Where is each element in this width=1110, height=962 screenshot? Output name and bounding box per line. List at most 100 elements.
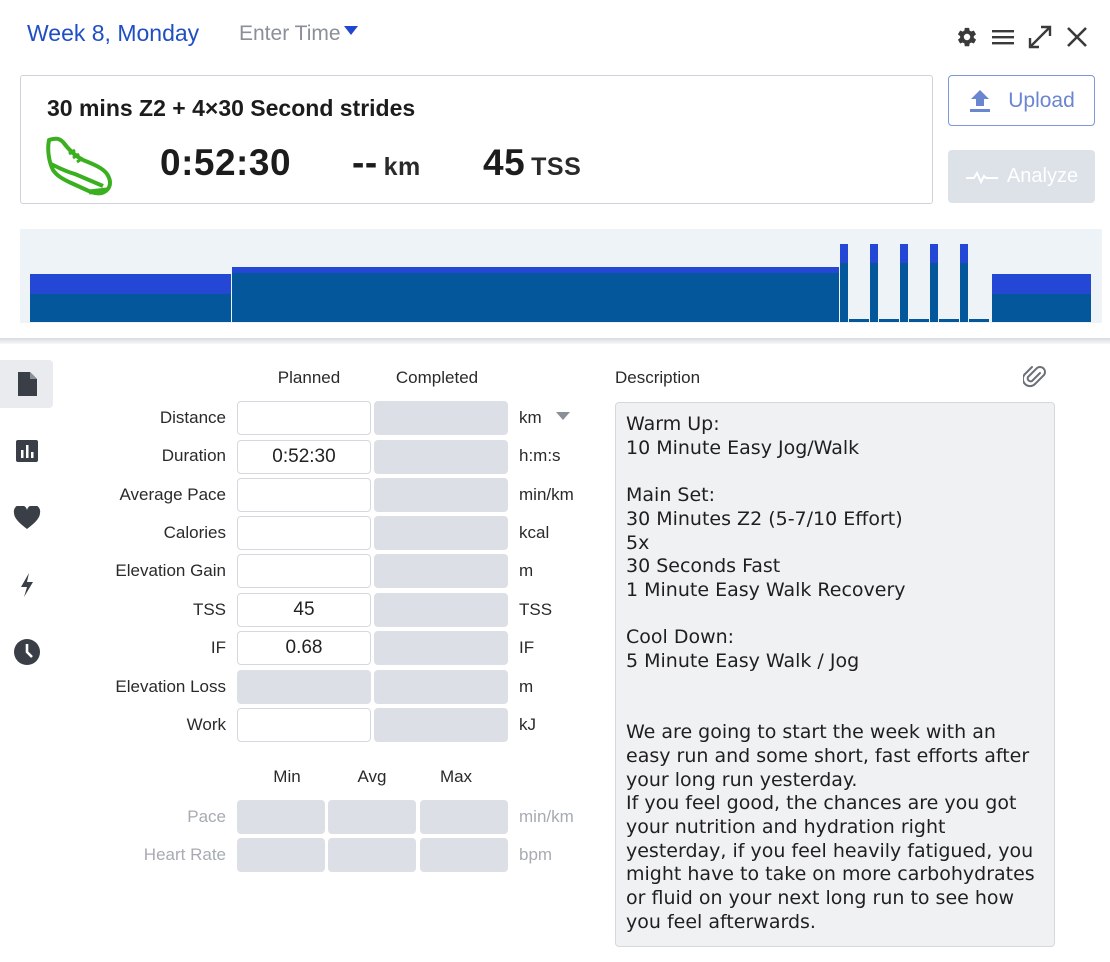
cool-down-fill [992, 294, 1091, 322]
completed-work-input [374, 708, 508, 742]
planned-distance-input[interactable] [237, 401, 371, 435]
planned-tss: 45 TSS [483, 142, 581, 184]
distance-value: -- [352, 142, 378, 183]
pace-max-input [420, 800, 508, 834]
if-unit: IF [519, 638, 535, 657]
work-unit: kJ [519, 715, 536, 734]
running-shoe-icon [45, 134, 115, 201]
elevation-loss-unit: m [519, 677, 534, 696]
workout-title: 30 mins Z2 + 4×30 Second strides [47, 95, 416, 121]
planned-distance: -- km [352, 142, 421, 184]
warm-up-fill [30, 294, 231, 322]
document-icon [17, 372, 37, 396]
stride-fill-2 [870, 263, 878, 322]
enter-time-label: Enter Time [239, 22, 341, 45]
row-label-pace: Pace [187, 807, 226, 826]
planned-elevation-loss-input [237, 670, 371, 704]
row-label-heart-rate: Heart Rate [143, 845, 226, 864]
distance-unit: km [383, 153, 421, 181]
workout-summary-card: 30 mins Z2 + 4×30 Second strides 0:52:30… [20, 75, 933, 204]
planned-calories-input[interactable] [237, 516, 371, 550]
stride-fill-4 [930, 263, 938, 322]
completed-average-pace-input [374, 478, 508, 512]
completed-duration-input [374, 440, 508, 474]
tss-unit-label: TSS [519, 600, 553, 619]
heart-rate-avg-input [328, 838, 416, 872]
calories-unit: kcal [519, 523, 550, 542]
gear-icon[interactable] [952, 22, 982, 52]
close-icon[interactable] [1062, 22, 1092, 52]
row-label-distance: Distance [159, 408, 226, 427]
paperclip-icon[interactable] [1020, 362, 1050, 392]
duration-unit: h:m:s [519, 446, 561, 465]
completed-tss-input [374, 593, 508, 627]
workout-structure-chart [20, 229, 1102, 323]
enter-time-dropdown[interactable]: Enter Time [239, 22, 358, 46]
main-set-fill [232, 273, 839, 322]
sidebar-item-health[interactable] [0, 494, 53, 542]
bar-chart-icon [15, 440, 38, 462]
completed-header: Completed [395, 368, 479, 387]
description-textarea[interactable]: Warm Up: 10 Minute Easy Jog/Walk Main Se… [615, 402, 1055, 947]
average-pace-unit: min/km [519, 485, 574, 504]
row-label-work: Work [186, 715, 226, 734]
caret-down-icon [343, 26, 358, 35]
pulse-icon [965, 170, 998, 184]
workout-structure-graphic [30, 244, 1091, 322]
pace-unit: min/km [519, 807, 574, 826]
upload-label: Upload [1008, 88, 1075, 112]
heart-icon [13, 506, 40, 529]
recovery-bar-5 [969, 319, 989, 322]
completed-elevation-gain-input [374, 554, 508, 588]
planned-tss-input[interactable]: 45 [237, 593, 371, 627]
planned-duration: 0:52:30 [160, 142, 292, 183]
upload-button[interactable]: Upload [948, 75, 1095, 126]
planned-duration-input[interactable]: 0:52:30 [237, 440, 371, 474]
upload-icon [970, 89, 991, 112]
planned-header: Planned [277, 368, 341, 387]
row-label-average-pace: Average Pace [119, 485, 226, 504]
stride-fill-5 [960, 263, 968, 322]
analyze-label: Analyze [1006, 165, 1079, 187]
heart-rate-max-input [420, 838, 508, 872]
avg-header: Avg [357, 767, 387, 786]
planned-elevation-gain-input[interactable] [237, 554, 371, 588]
unit-caret-down-icon [555, 412, 570, 420]
sidebar-item-details[interactable] [0, 360, 53, 408]
distance-unit-select[interactable]: km [519, 408, 570, 428]
sidebar-item-history[interactable] [0, 628, 53, 676]
tss-unit: TSS [531, 153, 582, 181]
stride-fill-1 [840, 263, 848, 322]
max-header: Max [439, 767, 473, 786]
heart-rate-min-input [237, 838, 325, 872]
tss-value: 45 [483, 142, 526, 183]
sidebar-item-power[interactable] [0, 561, 53, 609]
menu-icon[interactable] [988, 22, 1018, 52]
pace-min-input [237, 800, 325, 834]
planned-work-input[interactable] [237, 708, 371, 742]
recovery-bar-1 [849, 319, 869, 322]
clock-icon [13, 639, 40, 665]
completed-if-input [374, 631, 508, 665]
row-label-tss: TSS [192, 600, 226, 619]
completed-distance-input [374, 401, 508, 435]
completed-calories-input [374, 516, 508, 550]
planned-average-pace-input[interactable] [237, 478, 371, 512]
pace-avg-input [328, 800, 416, 834]
day-title: Week 8, Monday [27, 20, 200, 46]
row-label-duration: Duration [161, 446, 226, 465]
elevation-gain-unit: m [519, 561, 534, 580]
row-label-elevation-gain: Elevation Gain [115, 561, 226, 580]
expand-icon[interactable] [1025, 22, 1055, 52]
planned-if-input[interactable]: 0.68 [237, 631, 371, 665]
description-label: Description [615, 368, 701, 387]
stride-fill-3 [900, 263, 908, 322]
row-label-if: IF [210, 638, 226, 657]
analyze-button[interactable]: Analyze [948, 150, 1095, 203]
section-divider [0, 338, 1110, 344]
completed-elevation-loss-input [374, 670, 508, 704]
sidebar-item-analysis[interactable] [0, 427, 53, 475]
recovery-bar-3 [909, 319, 929, 322]
recovery-bar-4 [939, 319, 959, 322]
row-label-calories: Calories [163, 523, 226, 542]
